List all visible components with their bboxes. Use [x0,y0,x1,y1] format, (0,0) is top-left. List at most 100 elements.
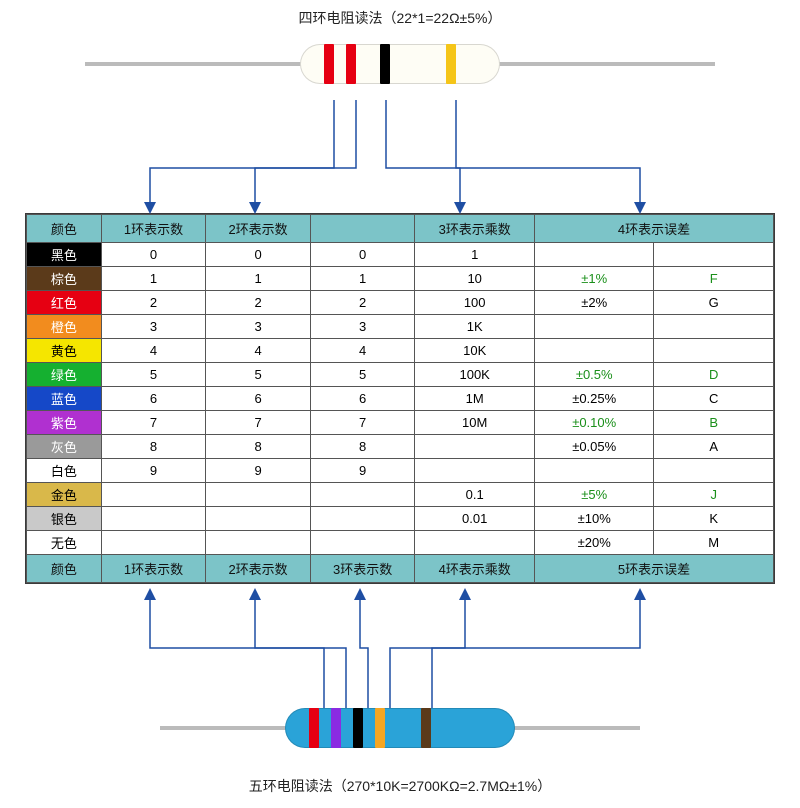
table-cell [654,243,774,267]
table-cell: 2 [101,291,206,315]
table-header: 2环表示数 [206,215,311,243]
table-cell: 3 [310,315,415,339]
color-swatch: 银色 [27,507,102,531]
color-swatch: 无色 [27,531,102,555]
table-cell: 1 [310,267,415,291]
table-cell: 8 [206,435,311,459]
arrow-connector [390,594,465,708]
table-row: 白色999 [27,459,774,483]
arrow-connector [255,594,346,708]
table-cell: A [654,435,774,459]
table-cell: 7 [101,411,206,435]
table-row: 黄色44410K [27,339,774,363]
color-code-table: 颜色1环表示数2环表示数3环表示乘数4环表示误差黑色0001棕色11110±1%… [25,213,775,584]
table-row: 黑色0001 [27,243,774,267]
table-cell [654,459,774,483]
table-cell: K [654,507,774,531]
table-cell [534,243,654,267]
resistor-band [346,44,356,84]
table-cell: C [654,387,774,411]
table-header: 3环表示乘数 [415,215,535,243]
table-cell: B [654,411,774,435]
top-resistor [0,34,800,94]
table-cell: 2 [310,291,415,315]
table-cell: 5 [101,363,206,387]
arrow-connector [386,100,460,208]
table-cell [206,531,311,555]
table-cell: 8 [101,435,206,459]
resistor-band [446,44,456,84]
table-cell: 1 [206,267,311,291]
color-swatch: 白色 [27,459,102,483]
table-cell: ±0.05% [534,435,654,459]
table-cell: ±0.5% [534,363,654,387]
table-cell [415,531,535,555]
table-cell [206,507,311,531]
table-cell: 0 [101,243,206,267]
table-cell: 1K [415,315,535,339]
table-cell: 8 [310,435,415,459]
table-row: 蓝色6661M±0.25%C [27,387,774,411]
table-cell: 3 [101,315,206,339]
table-cell: 10M [415,411,535,435]
table-cell: 4 [206,339,311,363]
arrow-connector [150,594,324,708]
resistor-band [331,708,341,748]
table-cell: D [654,363,774,387]
table-cell [310,531,415,555]
resistor-band [380,44,390,84]
table-cell: 1 [415,243,535,267]
table-cell: 5 [206,363,311,387]
table-cell [534,339,654,363]
resistor-lead [505,726,640,730]
table-row: 绿色555100K±0.5%D [27,363,774,387]
table-cell: 6 [101,387,206,411]
table-cell [654,315,774,339]
table-cell: ±20% [534,531,654,555]
color-swatch: 棕色 [27,267,102,291]
resistor-band [375,708,385,748]
table-cell: 4 [101,339,206,363]
table-cell [534,459,654,483]
color-swatch: 红色 [27,291,102,315]
table-cell [654,339,774,363]
table-cell [101,531,206,555]
table-cell [415,459,535,483]
table-cell: 0.01 [415,507,535,531]
table-cell [534,315,654,339]
color-swatch: 黄色 [27,339,102,363]
resistor-lead [160,726,295,730]
color-swatch: 绿色 [27,363,102,387]
table-row: 银色0.01±10%K [27,507,774,531]
table-row: 灰色888±0.05%A [27,435,774,459]
table-cell: 10K [415,339,535,363]
table-header: 1环表示数 [101,215,206,243]
table-cell [101,507,206,531]
resistor-band [421,708,431,748]
resistor-lead [490,62,715,66]
table-cell: G [654,291,774,315]
resistor-body [300,44,500,84]
color-swatch: 紫色 [27,411,102,435]
table-cell [310,507,415,531]
table-cell: 0.1 [415,483,535,507]
table-header [310,215,415,243]
table-cell: 0 [206,243,311,267]
resistor-band [309,708,319,748]
table-cell: 3 [206,315,311,339]
table-header: 4环表示误差 [534,215,773,243]
table-row: 无色±20%M [27,531,774,555]
table-row: 棕色11110±1%F [27,267,774,291]
table-cell: 0 [310,243,415,267]
table-cell: 6 [206,387,311,411]
table-row: 红色222100±2%G [27,291,774,315]
table-cell: ±0.10% [534,411,654,435]
table-cell: ±2% [534,291,654,315]
table-cell: 100 [415,291,535,315]
table-cell: F [654,267,774,291]
table-cell: 9 [310,459,415,483]
table-header: 4环表示乘数 [415,555,535,583]
title-top: 四环电阻读法（22*1=22Ω±5%） [0,8,800,28]
resistor-body [285,708,515,748]
color-swatch: 灰色 [27,435,102,459]
